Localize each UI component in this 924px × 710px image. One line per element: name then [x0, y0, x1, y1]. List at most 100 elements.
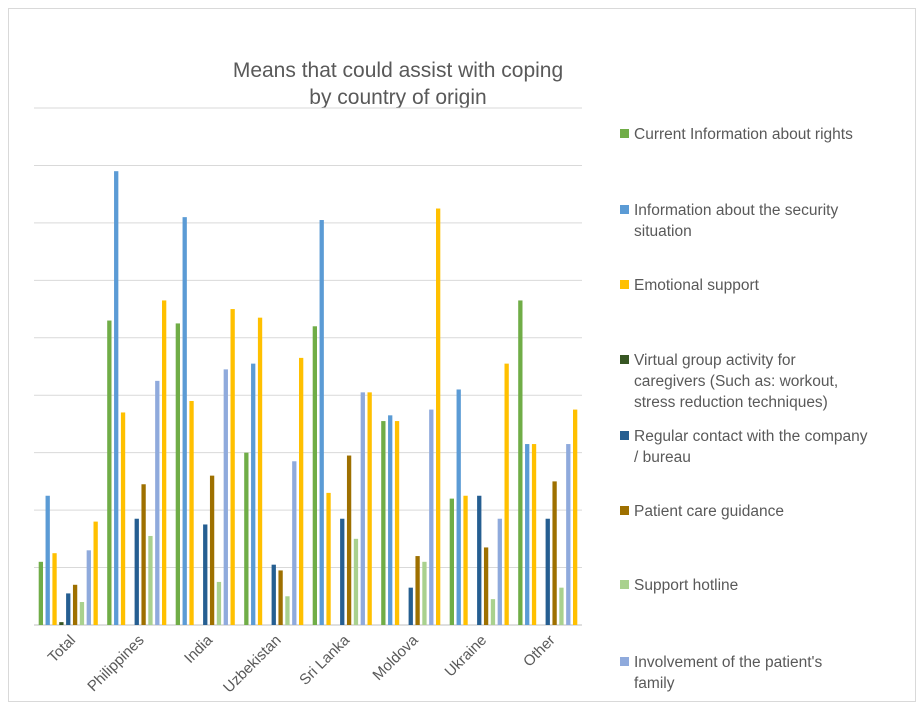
bar — [141, 484, 146, 625]
bar — [367, 392, 372, 625]
bar — [353, 538, 359, 625]
legend-label: Virtual group activity for — [634, 352, 796, 369]
bar — [408, 587, 413, 625]
legend-swatch — [620, 580, 629, 589]
bar — [545, 518, 550, 625]
x-tick-label: Moldova — [369, 631, 422, 684]
chart-title-line: by country of origin — [309, 86, 486, 109]
bar — [148, 535, 153, 625]
bar — [483, 547, 489, 625]
bar — [189, 400, 194, 625]
bar — [388, 415, 393, 625]
bar — [312, 326, 317, 625]
bar — [244, 452, 249, 625]
bar — [285, 596, 290, 625]
gridlines — [34, 107, 582, 626]
bar — [456, 389, 461, 625]
legend-swatch — [620, 355, 629, 364]
bar — [381, 421, 386, 625]
x-tick-label: Ukraine — [442, 632, 491, 681]
bar — [182, 217, 187, 625]
bar — [251, 363, 256, 625]
bar — [566, 444, 571, 625]
x-tick-label: Philippines — [84, 632, 147, 695]
bar — [155, 380, 160, 625]
bar — [175, 323, 180, 625]
bar — [415, 556, 420, 625]
bar — [162, 300, 167, 625]
bar — [230, 309, 235, 625]
bars — [38, 171, 578, 625]
bar — [429, 409, 434, 625]
bar — [504, 363, 509, 625]
chart-frame — [8, 8, 916, 702]
bar — [203, 524, 208, 625]
legend-label: Information about the security — [634, 202, 838, 219]
x-axis-labels: Total Philippines India Uzbekistan Sri Lanka… — [45, 631, 559, 696]
bar — [340, 518, 345, 625]
bar — [552, 481, 557, 625]
bar — [278, 570, 283, 625]
legend-label: situation — [634, 223, 692, 240]
bar — [525, 444, 530, 625]
bar — [45, 495, 50, 625]
bar — [477, 495, 482, 625]
legend-swatch — [620, 431, 629, 440]
legend-swatch — [620, 205, 629, 214]
bar — [299, 357, 304, 625]
bar — [59, 622, 64, 625]
legend-label: Patient care guidance — [634, 503, 784, 520]
bar — [38, 561, 43, 625]
bar — [79, 602, 85, 625]
bar — [271, 564, 276, 625]
bar — [422, 561, 427, 625]
legend-label: stress reduction techniques) — [634, 394, 828, 411]
bar — [490, 599, 496, 625]
legend-label: Current Information about rights — [634, 126, 853, 143]
bar — [497, 518, 502, 625]
bar — [319, 220, 324, 625]
bar — [86, 550, 91, 625]
bar — [463, 495, 468, 625]
legend-swatch — [620, 657, 629, 666]
bar — [66, 593, 71, 625]
bar — [360, 392, 365, 625]
bar — [257, 317, 263, 625]
bar — [134, 518, 139, 625]
legend-swatch — [620, 280, 629, 289]
bar — [559, 587, 564, 625]
bar — [436, 208, 441, 625]
bar — [573, 409, 578, 625]
legend-label: Regular contact with the company — [634, 428, 868, 445]
bar — [72, 584, 78, 625]
legend-label: Support hotline — [634, 577, 738, 594]
bar — [394, 421, 400, 625]
legend-label: family — [634, 675, 675, 692]
bar — [326, 492, 331, 625]
bar — [209, 475, 215, 625]
x-tick-label: Total — [45, 632, 79, 666]
bar — [531, 444, 537, 625]
bar — [93, 521, 98, 625]
chart-title-line: Means that could assist with coping — [233, 59, 563, 82]
legend-label: Emotional support — [634, 277, 760, 294]
bar — [346, 455, 352, 625]
legend-label: Involvement of the patient's — [634, 654, 822, 671]
legend: Current Information about rights Informat… — [620, 126, 868, 692]
x-tick-label: Sri Lanka — [296, 631, 353, 688]
x-tick-label: Uzbekistan — [220, 632, 284, 696]
bar — [120, 412, 126, 625]
bar — [114, 171, 119, 625]
bar — [52, 553, 57, 625]
bar — [292, 461, 297, 625]
bar — [216, 581, 222, 625]
bar — [518, 300, 523, 625]
legend-label: caregivers (Such as: workout, — [634, 373, 838, 390]
legend-swatch — [620, 506, 629, 515]
legend-swatch — [620, 129, 629, 138]
bar — [223, 369, 228, 625]
bar — [449, 498, 454, 625]
legend-label: / bureau — [634, 449, 691, 466]
x-tick-label: Other — [520, 632, 559, 671]
